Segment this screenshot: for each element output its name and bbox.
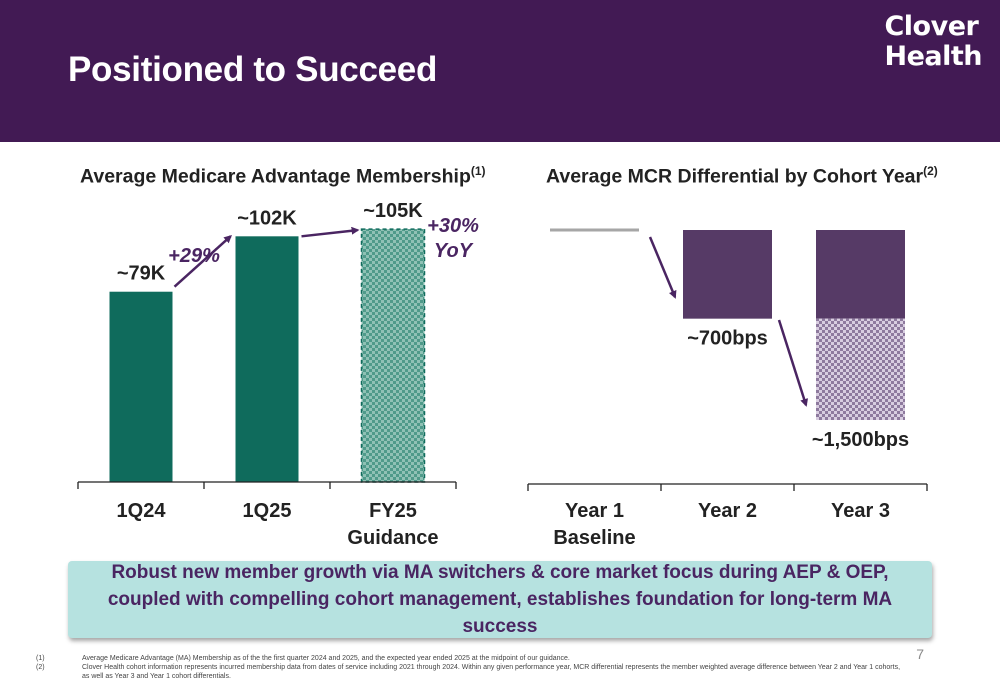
bar: [235, 236, 299, 482]
tick-label: Year 3: [831, 500, 890, 522]
footnote-number: (1): [36, 655, 45, 662]
growth-arrow: [173, 234, 232, 288]
tick-label: FY25: [369, 500, 417, 522]
data-label: ~102K: [237, 207, 297, 229]
growth-label: +29%: [168, 245, 220, 267]
data-label: ~700bps: [687, 328, 768, 350]
data-label: ~105K: [363, 200, 423, 222]
membership-chart-footnote-ref: (1): [470, 164, 486, 178]
bar-increment: [816, 318, 905, 420]
bar: [816, 230, 905, 319]
footnote-number: (2): [36, 664, 45, 671]
mcr-chart-title-text: Average MCR Differential by Cohort Year: [546, 165, 924, 188]
header-banner: Positioned to Succeed Clover Health: [0, 0, 1000, 142]
tick-label: Year 1: [565, 500, 624, 522]
tick-label: Baseline: [553, 527, 635, 549]
key-takeaway-callout: Robust new member growth via MA switcher…: [68, 561, 932, 638]
footnote-1: (1) Average Medicare Advantage (MA) Memb…: [36, 654, 906, 663]
membership-chart-title-text: Average Medicare Advantage Membership: [80, 165, 471, 188]
page-number: 7: [916, 646, 924, 662]
data-label: ~1,500bps: [812, 429, 909, 451]
mcr-chart-title: Average MCR Differential by Cohort Year(…: [546, 164, 938, 189]
step-arrow: [648, 236, 677, 299]
data-label: ~79K: [117, 263, 166, 285]
footnote-2: (2) Clover Health cohort information rep…: [36, 663, 906, 681]
growth-label: YoY: [434, 240, 474, 262]
clover-health-logo: Clover Health: [884, 12, 982, 72]
tick-label: 1Q24: [117, 500, 167, 522]
tick-label: Guidance: [347, 527, 438, 549]
bar: [683, 230, 772, 319]
logo-line-1: Clover: [884, 11, 979, 42]
footnotes: (1) Average Medicare Advantage (MA) Memb…: [36, 654, 906, 681]
growth-label: +30%: [427, 215, 479, 237]
membership-chart-title: Average Medicare Advantage Membership(1): [80, 164, 486, 189]
tick-label: 1Q25: [243, 500, 292, 522]
membership-chart: ~79K 1Q24 ~102K 1Q25 ~105K FY25 Guidance +29% +3…: [77, 200, 479, 549]
charts-canvas: ~79K 1Q24 ~102K 1Q25 ~105K FY25 Guidance +29% +3…: [77, 200, 928, 549]
step-arrow: [777, 319, 808, 407]
mcr-chart: Year 1 Baseline ~700bps Year 2 ~1,500bps Year…: [527, 228, 928, 549]
page-title: Positioned to Succeed: [68, 50, 438, 89]
tick-label: Year 2: [698, 500, 757, 522]
mcr-chart-footnote-ref: (2): [923, 164, 938, 178]
bar: [109, 291, 173, 482]
logo-line-2: Health: [884, 41, 982, 72]
callout-text: Robust new member growth via MA switcher…: [107, 562, 893, 637]
footnote-text: Clover Health cohort information represe…: [82, 664, 901, 680]
growth-arrow: [301, 226, 360, 238]
bar: [360, 228, 426, 483]
footnote-text: Average Medicare Advantage (MA) Membersh…: [82, 655, 570, 662]
